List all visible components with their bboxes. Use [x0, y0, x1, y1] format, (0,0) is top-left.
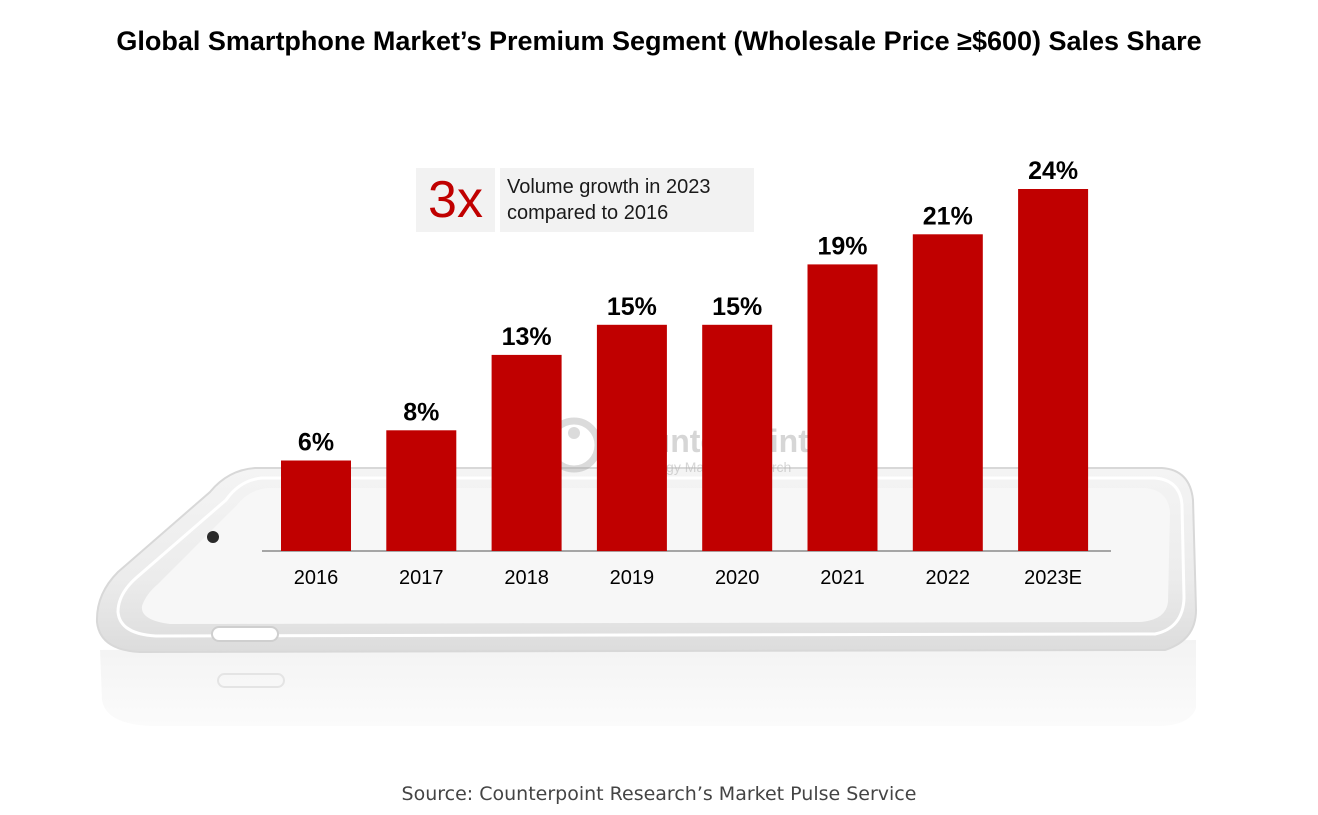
x-tick-label-2016: 2016	[294, 567, 339, 589]
data-label-2023E: 24%	[1028, 157, 1078, 185]
bar-2017	[386, 430, 457, 551]
bar-2016	[281, 460, 351, 551]
bar-2023E	[1018, 189, 1089, 551]
bars-group: 6% 2016 8% 2017 13% 2018 15% 2019 15% 2020 19% 2021…	[281, 157, 1089, 589]
data-label-2021: 19%	[817, 232, 867, 260]
x-tick-label-2020: 2020	[715, 567, 760, 589]
source-note: Source: Counterpoint Research’s Market P…	[401, 783, 917, 805]
x-tick-label-2022: 2022	[926, 567, 971, 589]
chart-title: Global Smartphone Market’s Premium Segme…	[116, 26, 1202, 56]
data-label-2020: 15%	[712, 293, 762, 321]
callout-description: Volume growth in 2023 compared to 2016	[500, 168, 754, 232]
callout-value: 3x	[416, 168, 495, 232]
bar-2021	[807, 264, 878, 551]
data-label-2019: 15%	[607, 293, 657, 321]
callout-line-1: Volume growth in 2023	[507, 176, 711, 198]
data-label-2017: 8%	[403, 398, 439, 426]
data-label-2022: 21%	[923, 202, 973, 230]
callout-line-2: compared to 2016	[507, 202, 669, 224]
bar-2022	[912, 234, 983, 552]
bar-2020	[702, 324, 773, 552]
data-label-2018: 13%	[502, 323, 552, 351]
x-tick-label-2023E: 2023E	[1024, 567, 1082, 589]
bar-2019	[596, 324, 667, 552]
x-tick-label-2017: 2017	[399, 567, 444, 589]
x-tick-label-2021: 2021	[820, 567, 865, 589]
data-label-2016: 6%	[298, 429, 334, 457]
x-tick-label-2019: 2019	[610, 567, 655, 589]
bar-2018	[491, 354, 562, 551]
x-tick-label-2018: 2018	[504, 567, 549, 589]
